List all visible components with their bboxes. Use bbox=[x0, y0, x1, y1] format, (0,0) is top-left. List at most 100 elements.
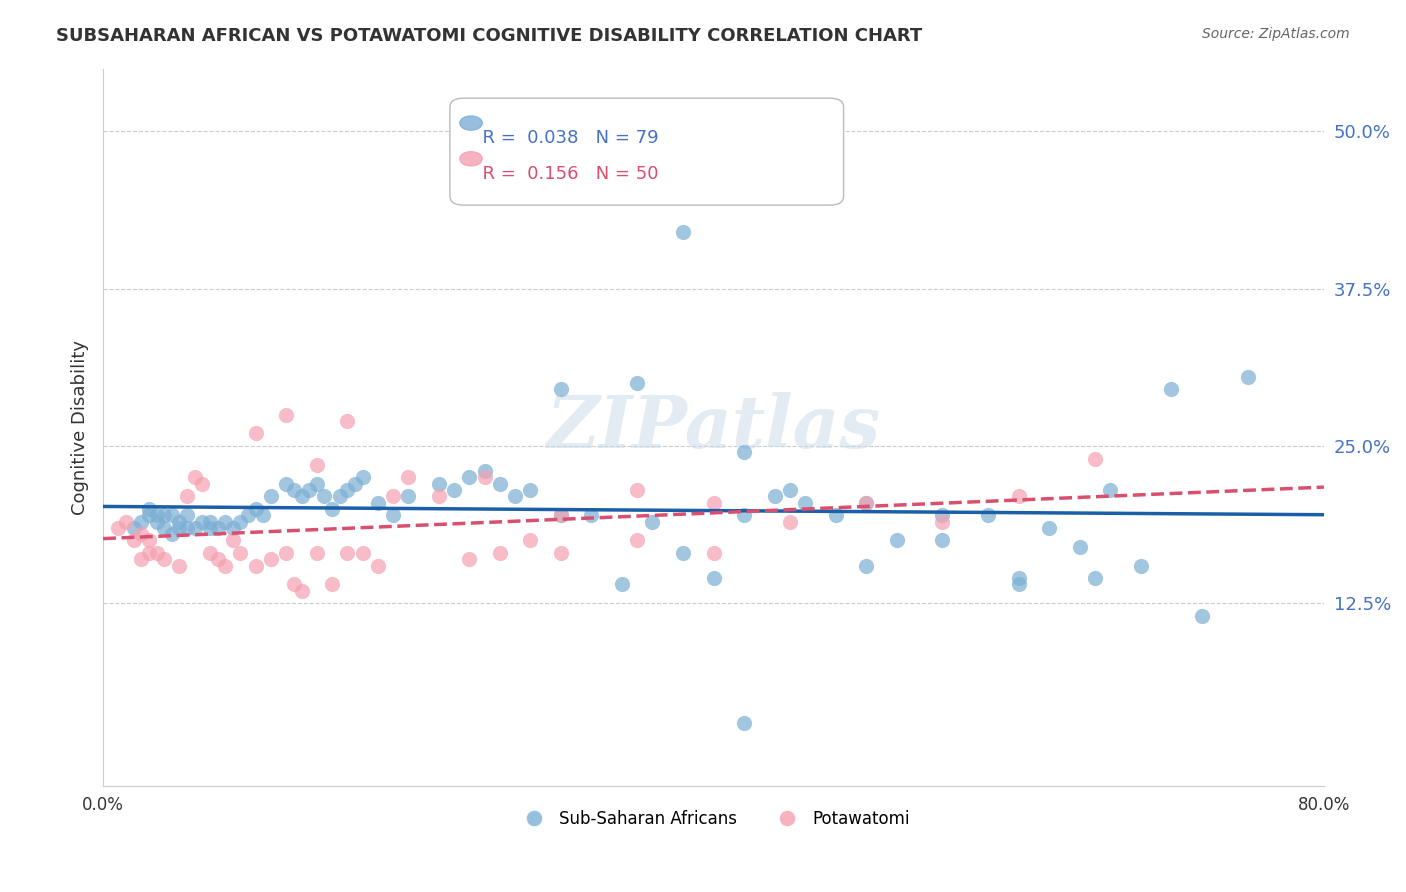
Point bbox=[550, 546, 572, 560]
Point bbox=[214, 558, 236, 573]
Point bbox=[207, 552, 229, 566]
Point bbox=[367, 496, 389, 510]
Point bbox=[229, 515, 252, 529]
Point bbox=[855, 558, 877, 573]
Point bbox=[283, 577, 305, 591]
Text: SUBSAHARAN AFRICAN VS POTAWATOMI COGNITIVE DISABILITY CORRELATION CHART: SUBSAHARAN AFRICAN VS POTAWATOMI COGNITI… bbox=[56, 27, 922, 45]
Point bbox=[176, 489, 198, 503]
Point bbox=[396, 470, 419, 484]
Point bbox=[367, 558, 389, 573]
Point bbox=[145, 515, 167, 529]
Point bbox=[276, 408, 298, 422]
Point bbox=[129, 515, 152, 529]
Point bbox=[191, 476, 214, 491]
Point bbox=[626, 376, 648, 390]
Point bbox=[129, 527, 152, 541]
Point bbox=[931, 533, 953, 548]
Point bbox=[245, 502, 267, 516]
Point bbox=[207, 521, 229, 535]
Point bbox=[153, 552, 176, 566]
Point bbox=[260, 552, 283, 566]
Point bbox=[779, 483, 801, 497]
Point bbox=[794, 496, 817, 510]
Point bbox=[283, 483, 305, 497]
Point bbox=[343, 476, 366, 491]
Point bbox=[260, 489, 283, 503]
Point bbox=[763, 489, 786, 503]
Text: R =  0.038   N = 79: R = 0.038 N = 79 bbox=[471, 129, 658, 147]
Point bbox=[824, 508, 846, 523]
Point bbox=[474, 470, 496, 484]
Point bbox=[138, 508, 160, 523]
Point bbox=[1008, 577, 1031, 591]
Point bbox=[1069, 540, 1091, 554]
Point bbox=[977, 508, 1000, 523]
Point bbox=[236, 508, 259, 523]
Point bbox=[1038, 521, 1060, 535]
Point bbox=[1236, 369, 1258, 384]
Point bbox=[489, 476, 512, 491]
Point bbox=[329, 489, 352, 503]
Point bbox=[183, 521, 205, 535]
Point bbox=[1191, 608, 1213, 623]
Point bbox=[1008, 571, 1031, 585]
Point bbox=[290, 489, 312, 503]
Point bbox=[138, 533, 160, 548]
Point bbox=[169, 558, 191, 573]
Point bbox=[336, 483, 359, 497]
Point bbox=[458, 470, 481, 484]
Point bbox=[314, 489, 336, 503]
Point bbox=[672, 225, 695, 239]
Point bbox=[702, 546, 724, 560]
Point bbox=[336, 414, 359, 428]
Point bbox=[222, 521, 245, 535]
Point bbox=[702, 571, 724, 585]
Point bbox=[672, 546, 695, 560]
Point bbox=[489, 546, 512, 560]
Point bbox=[733, 508, 755, 523]
Point bbox=[519, 533, 541, 548]
Point bbox=[1084, 571, 1107, 585]
Point bbox=[321, 577, 343, 591]
Point bbox=[626, 483, 648, 497]
Point bbox=[245, 426, 267, 441]
Point bbox=[305, 476, 328, 491]
Point bbox=[886, 533, 908, 548]
Legend: Sub-Saharan Africans, Potawatomi: Sub-Saharan Africans, Potawatomi bbox=[510, 804, 917, 835]
Point bbox=[290, 583, 312, 598]
Point bbox=[122, 521, 145, 535]
Point bbox=[931, 508, 953, 523]
Point bbox=[229, 546, 252, 560]
Point bbox=[107, 521, 129, 535]
Point bbox=[427, 489, 450, 503]
Point bbox=[503, 489, 526, 503]
Point bbox=[214, 515, 236, 529]
Point bbox=[252, 508, 274, 523]
Point bbox=[336, 546, 359, 560]
Point bbox=[443, 483, 465, 497]
Point bbox=[321, 502, 343, 516]
Point bbox=[183, 470, 205, 484]
Point bbox=[581, 508, 603, 523]
Point bbox=[352, 546, 374, 560]
Point bbox=[352, 470, 374, 484]
Point bbox=[115, 515, 138, 529]
Point bbox=[733, 715, 755, 730]
Text: R =  0.156   N = 50: R = 0.156 N = 50 bbox=[471, 165, 658, 183]
Point bbox=[138, 502, 160, 516]
Point bbox=[276, 476, 298, 491]
Point bbox=[160, 508, 183, 523]
Point bbox=[702, 496, 724, 510]
Point bbox=[733, 445, 755, 459]
Point bbox=[138, 546, 160, 560]
Point bbox=[129, 552, 152, 566]
Point bbox=[610, 577, 633, 591]
Point bbox=[160, 527, 183, 541]
Point bbox=[1084, 451, 1107, 466]
Point bbox=[245, 558, 267, 573]
Point bbox=[779, 515, 801, 529]
Point bbox=[641, 515, 664, 529]
Y-axis label: Cognitive Disability: Cognitive Disability bbox=[72, 340, 89, 515]
Point bbox=[169, 521, 191, 535]
Point bbox=[626, 533, 648, 548]
